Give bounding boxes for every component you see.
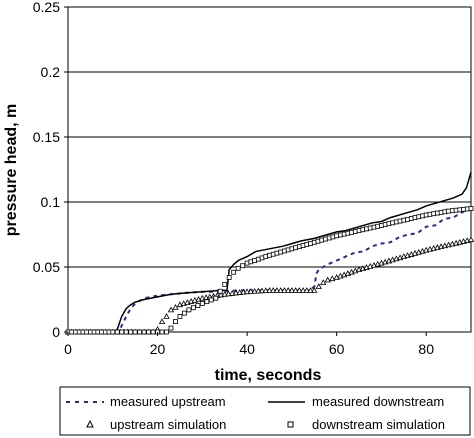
legend-label-upstream-simulation: upstream simulation bbox=[110, 417, 226, 432]
x-tick-label: 80 bbox=[418, 341, 434, 357]
y-tick-label: 0 bbox=[52, 324, 60, 340]
marker-triangle bbox=[324, 276, 331, 283]
series-group bbox=[64, 171, 474, 335]
legend-label-measured-downstream: measured downstream bbox=[312, 394, 444, 409]
marker-square bbox=[213, 295, 219, 301]
marker-square bbox=[226, 274, 232, 280]
marker-square bbox=[231, 269, 237, 275]
x-axis-ticks: 0 20 40 60 80 bbox=[64, 332, 434, 357]
marker-triangle bbox=[163, 313, 170, 319]
marker-triangle bbox=[311, 287, 318, 293]
series-measured-downstream bbox=[68, 171, 472, 333]
marker-triangle bbox=[281, 287, 288, 293]
marker-triangle bbox=[262, 287, 269, 294]
marker-triangle bbox=[270, 287, 277, 293]
marker-triangle bbox=[288, 287, 296, 293]
legend-label-downstream-simulation: downstream simulation bbox=[312, 417, 445, 432]
legend-swatch-downstream-simulation bbox=[287, 421, 294, 428]
series-measured-upstream bbox=[68, 206, 472, 333]
marker-square bbox=[222, 281, 228, 287]
marker-triangle bbox=[273, 287, 281, 293]
marker-square bbox=[199, 300, 205, 306]
x-tick-label: 0 bbox=[64, 341, 72, 357]
line-measured-upstream bbox=[68, 206, 472, 333]
series-downstream-simulation bbox=[65, 206, 474, 335]
grid-lines bbox=[68, 6, 471, 268]
x-axis-title: time, seconds bbox=[215, 367, 322, 384]
marker-square bbox=[208, 297, 214, 303]
marker-triangle bbox=[255, 287, 262, 294]
y-tick-label: 0.2 bbox=[41, 64, 61, 80]
marker-triangle bbox=[292, 287, 299, 293]
marker-square bbox=[128, 329, 134, 335]
legend-label-measured-upstream: measured upstream bbox=[110, 394, 226, 409]
marker-triangle bbox=[307, 287, 314, 293]
y-axis-title: pressure head, m bbox=[3, 104, 20, 237]
legend-swatch-upstream-simulation bbox=[86, 419, 94, 428]
x-tick-label: 60 bbox=[329, 341, 345, 357]
marker-square bbox=[186, 307, 192, 313]
x-tick-label: 40 bbox=[239, 341, 255, 357]
marker-triangle bbox=[315, 283, 322, 289]
y-tick-label: 0.05 bbox=[33, 259, 60, 275]
x-tick-label: 20 bbox=[150, 341, 166, 357]
y-axis-ticks: 0 0.05 0.1 0.15 0.2 0.25 bbox=[33, 0, 68, 340]
marker-square bbox=[204, 299, 210, 305]
marker-square bbox=[240, 263, 246, 269]
marker-square bbox=[119, 329, 125, 335]
marker-square bbox=[235, 265, 241, 271]
line-measured-downstream bbox=[68, 171, 472, 333]
marker-triangle bbox=[303, 287, 310, 293]
marker-square bbox=[164, 329, 169, 335]
marker-square bbox=[190, 305, 196, 311]
marker-triangle bbox=[247, 288, 255, 294]
marker-square bbox=[123, 329, 129, 335]
y-tick-label: 0.25 bbox=[33, 0, 60, 15]
marker-triangle bbox=[266, 287, 273, 293]
marker-square bbox=[146, 329, 152, 335]
marker-triangle bbox=[251, 287, 258, 294]
y-tick-label: 0.1 bbox=[41, 194, 61, 210]
marker-square bbox=[110, 329, 116, 335]
marker-square bbox=[114, 329, 120, 335]
marker-triangle bbox=[320, 279, 327, 286]
marker-square bbox=[468, 206, 474, 211]
legend-box bbox=[59, 386, 471, 436]
marker-triangle bbox=[277, 287, 284, 293]
marker-triangle bbox=[167, 306, 175, 313]
marker-square bbox=[168, 325, 174, 331]
marker-square bbox=[182, 310, 187, 316]
marker-square bbox=[195, 303, 201, 308]
marker-square bbox=[173, 319, 178, 325]
marker-square bbox=[217, 288, 223, 294]
marker-triangle bbox=[158, 318, 166, 325]
y-tick-label: 0.15 bbox=[33, 129, 60, 145]
marker-triangle bbox=[296, 287, 303, 293]
series-upstream-simulation bbox=[64, 236, 474, 335]
marker-square bbox=[150, 329, 156, 335]
marker-triangle bbox=[284, 287, 292, 293]
marker-square bbox=[141, 329, 147, 335]
marker-triangle bbox=[258, 287, 266, 294]
marker-square bbox=[177, 313, 183, 319]
marker-square bbox=[132, 329, 138, 335]
marker-triangle bbox=[329, 275, 336, 282]
marker-square bbox=[137, 329, 143, 335]
marker-triangle bbox=[467, 236, 474, 243]
marker-square bbox=[159, 329, 165, 335]
marker-triangle bbox=[299, 287, 307, 293]
legend: measured upstream measured downstream up… bbox=[59, 386, 471, 436]
marker-triangle bbox=[243, 288, 251, 295]
marker-triangle bbox=[172, 303, 179, 310]
plot-area-frame bbox=[67, 6, 472, 333]
